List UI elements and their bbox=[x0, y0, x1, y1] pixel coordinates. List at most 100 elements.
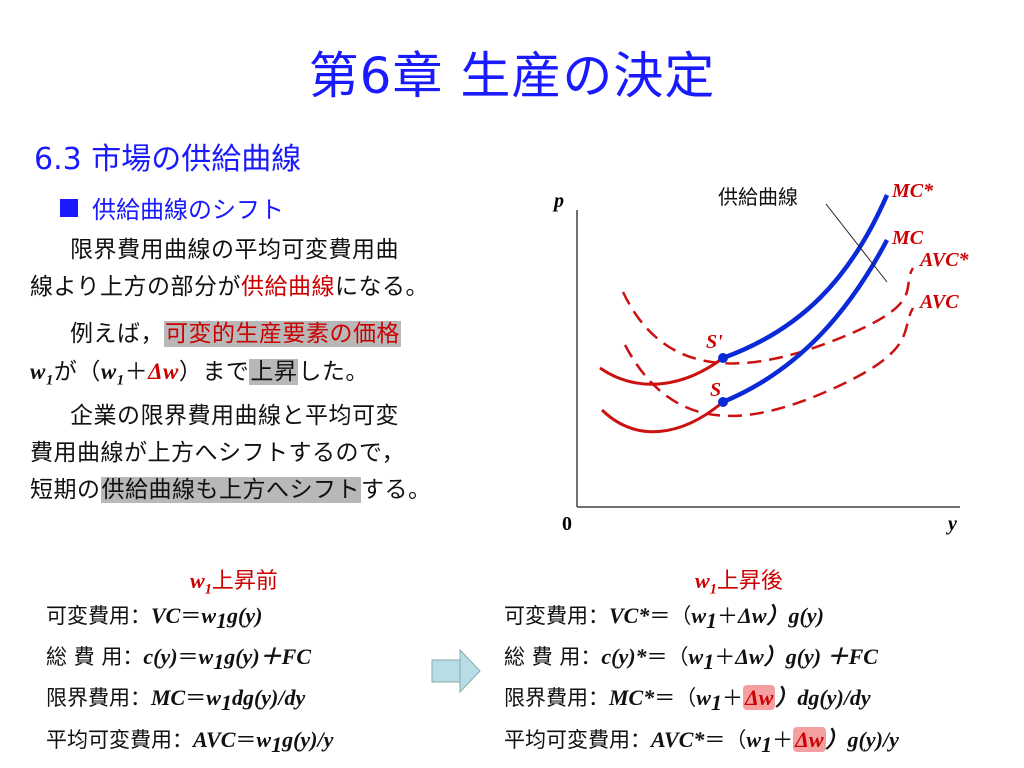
formula-rhs: ）dg(y)/dy bbox=[775, 685, 871, 711]
formula-lhs: AVC bbox=[193, 726, 236, 752]
formula-rhs: g(y)/y bbox=[282, 726, 334, 752]
delta-w: Δw bbox=[738, 603, 767, 628]
w-symbol: w bbox=[30, 359, 46, 384]
formula-label: 限界費用： bbox=[46, 686, 151, 711]
after-heading: w1上昇後 bbox=[695, 563, 783, 598]
equals: ＝（ bbox=[649, 604, 692, 628]
para2-end: した。 bbox=[298, 359, 369, 385]
plus-sign: ＋ bbox=[124, 359, 149, 385]
w-subscript: 1 bbox=[271, 731, 283, 757]
p-axis-label: p bbox=[552, 190, 564, 212]
plus-sign: ＋ bbox=[714, 645, 736, 670]
equals: ＝ bbox=[235, 727, 257, 752]
w-subscript: 1 bbox=[116, 372, 125, 389]
para1-text: 線より上方の部分が bbox=[30, 274, 242, 300]
formula-label: 総 費 用： bbox=[46, 645, 144, 670]
equals: ＝ bbox=[180, 604, 202, 628]
w-symbol: w bbox=[688, 644, 704, 670]
equals: ＝（ bbox=[646, 645, 689, 670]
w-symbol: w bbox=[100, 359, 117, 384]
y-axis-label: y bbox=[946, 513, 957, 535]
delta-w-highlight: Δw bbox=[742, 685, 776, 711]
after-heading-text: 上昇後 bbox=[716, 569, 783, 594]
arrow-shaft bbox=[431, 659, 461, 683]
before-heading-text: 上昇前 bbox=[211, 569, 278, 594]
square-bullet-icon bbox=[60, 198, 78, 217]
delta-w-highlight: Δw bbox=[793, 726, 826, 752]
bullet-text: 供給曲線のシフト bbox=[92, 196, 284, 224]
para3-line1: 企業の限界費用曲線と平均可変 bbox=[70, 403, 399, 429]
after-formulas: 可変費用：VC*＝（w1＋Δw）g(y) 総 費 用：c(y)*＝（w1＋Δw）… bbox=[504, 598, 899, 763]
w-subscript: 1 bbox=[216, 608, 228, 634]
w-symbol: w bbox=[695, 568, 710, 593]
formula-label: 可変費用： bbox=[504, 604, 609, 628]
w-subscript: 1 bbox=[204, 581, 212, 598]
formula-rhs: g(y) bbox=[227, 603, 263, 628]
s-prime-label: S' bbox=[706, 331, 723, 353]
para3-text: 短期の bbox=[30, 477, 101, 503]
formula-rhs: ）g(y)/y bbox=[825, 726, 899, 752]
mc-star-lower-curve bbox=[599, 356, 724, 386]
equals: ＝（ bbox=[704, 727, 747, 752]
slide-title: 第6章 生産の決定 bbox=[308, 47, 716, 105]
formula-lhs: VC* bbox=[609, 603, 650, 628]
w-symbol: w bbox=[190, 568, 205, 593]
after-row-mc: 限界費用：MC*＝（w1＋Δw）dg(y)/dy bbox=[504, 680, 899, 721]
formula-lhs: MC* bbox=[609, 685, 655, 711]
mc-star-supply-curve bbox=[722, 194, 890, 361]
rise-term: 上昇 bbox=[249, 359, 299, 385]
formula-rhs: g(y)＋FC bbox=[224, 644, 311, 670]
formula-rhs: ）g(y) bbox=[766, 603, 824, 628]
arrow-head bbox=[459, 648, 481, 694]
avc-star-label: AVC* bbox=[918, 249, 970, 271]
after-row-c: 総 費 用：c(y)*＝（w1＋Δw）g(y) ＋FC bbox=[504, 639, 899, 680]
w-symbol: w bbox=[201, 603, 217, 628]
w-symbol: w bbox=[691, 603, 707, 628]
formula-label: 平均可変費用： bbox=[504, 727, 651, 752]
w-symbol: w bbox=[256, 726, 272, 752]
after-row-vc: 可変費用：VC*＝（w1＋Δw）g(y) bbox=[504, 598, 899, 639]
formula-label: 平均可変費用： bbox=[46, 727, 193, 752]
para1-line2: 線より上方の部分が供給曲線になる。 bbox=[30, 269, 429, 306]
formula-lhs: c(y)* bbox=[601, 644, 647, 670]
w-symbol: w bbox=[696, 685, 711, 711]
w-subscript: 1 bbox=[706, 608, 718, 634]
w-subscript: 1 bbox=[45, 372, 54, 389]
equals: ＝ bbox=[177, 645, 199, 670]
cost-curve-diagram: p y 0 S' S 供給曲線 MC* MC AVC* AVC bbox=[552, 180, 970, 535]
delta-w: Δw bbox=[735, 644, 764, 670]
para2-made: ）まで bbox=[178, 359, 250, 385]
para2-text: 例えば， bbox=[70, 321, 164, 347]
variable-input-price-term: 可変的生産要素の価格 bbox=[164, 321, 401, 347]
mc-supply-curve bbox=[722, 238, 889, 405]
mc-lower-curve bbox=[600, 400, 724, 434]
plus-sign: ＋ bbox=[721, 686, 743, 711]
formula-rhs: dg(y)/dy bbox=[231, 685, 306, 711]
formula-lhs: VC bbox=[151, 603, 181, 628]
plus-sign: ＋ bbox=[717, 604, 739, 628]
before-row-c: 総 費 用：c(y)＝w1g(y)＋FC bbox=[46, 639, 333, 680]
para1-text-end: になる。 bbox=[335, 274, 430, 300]
supply-shift-term: 供給曲線も上方へシフト bbox=[100, 477, 361, 503]
w-subscript: 1 bbox=[709, 581, 717, 598]
w-subscript: 1 bbox=[710, 690, 722, 716]
paragraph-1: 限界費用曲線の平均可変費用曲 線より上方の部分が供給曲線になる。 bbox=[30, 232, 429, 306]
para3-line2: 費用曲線が上方へシフトするので， bbox=[30, 440, 406, 466]
avc-curve bbox=[623, 307, 915, 418]
para2-ga: が（ bbox=[53, 359, 101, 385]
before-formulas: 可変費用：VC＝w1g(y) 総 費 用：c(y)＝w1g(y)＋FC 限界費用… bbox=[46, 598, 333, 763]
para1-line1: 限界費用曲線の平均可変費用曲 bbox=[70, 237, 399, 263]
para2-line1: 例えば，可変的生産要素の価格 bbox=[30, 316, 401, 353]
w-subscript: 1 bbox=[213, 649, 225, 675]
paragraph-2: 例えば，可変的生産要素の価格 w1が（w1＋Δw）まで上昇した。 bbox=[30, 316, 401, 400]
plus-sign: ＋ bbox=[772, 727, 794, 752]
formula-rhs: ）g(y) ＋FC bbox=[763, 644, 878, 670]
equals: ＝（ bbox=[654, 686, 697, 711]
para3-end: する。 bbox=[361, 477, 432, 503]
after-row-avc: 平均可変費用：AVC*＝（w1＋Δw）g(y)/y bbox=[504, 722, 899, 763]
right-arrow-icon bbox=[431, 648, 481, 694]
para3-line3: 短期の供給曲線も上方へシフトする。 bbox=[30, 472, 432, 509]
formula-lhs: c(y) bbox=[143, 644, 178, 670]
equals: ＝ bbox=[185, 686, 207, 711]
before-heading: w1上昇前 bbox=[190, 563, 278, 598]
